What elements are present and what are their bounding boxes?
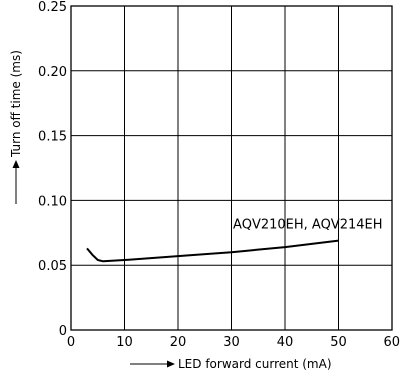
grid bbox=[71, 6, 392, 330]
x-tick-label: 0 bbox=[67, 335, 75, 350]
y-tick-label: 0.20 bbox=[38, 65, 67, 80]
y-tick-labels: 0 0.05 0.10 0.15 0.20 0.25 bbox=[38, 0, 67, 339]
x-axis-title: LED forward current (mA) bbox=[178, 357, 332, 371]
series-line bbox=[86, 239, 339, 263]
x-tick-label: 60 bbox=[383, 335, 400, 350]
y-tick-label: 0.05 bbox=[38, 259, 67, 274]
x-tick-label: 10 bbox=[116, 335, 133, 350]
plot-frame bbox=[70, 5, 393, 331]
y-axis-title: Turn off time (ms) bbox=[9, 50, 23, 158]
y-tick-label: 0 bbox=[59, 324, 67, 339]
series-annotation: AQV210EH, AQV214EH bbox=[233, 218, 382, 233]
x-axis-arrow-head bbox=[167, 360, 175, 368]
x-tick-label: 30 bbox=[223, 335, 240, 350]
x-tick-label: 40 bbox=[277, 335, 294, 350]
x-tick-label: 50 bbox=[330, 335, 347, 350]
series-group: AQV210EH, AQV214EH bbox=[86, 218, 383, 263]
y-axis-arrow-head bbox=[12, 160, 20, 168]
y-tick-label: 0.15 bbox=[38, 130, 67, 145]
y-axis-title-group: Turn off time (ms) bbox=[9, 50, 23, 204]
y-tick-label: 0.10 bbox=[38, 194, 67, 209]
y-tick-label: 0.25 bbox=[38, 0, 67, 15]
x-tick-labels: 0 10 20 30 40 50 60 bbox=[67, 335, 400, 350]
x-tick-label: 20 bbox=[170, 335, 187, 350]
x-axis-title-group: LED forward current (mA) bbox=[130, 357, 332, 371]
